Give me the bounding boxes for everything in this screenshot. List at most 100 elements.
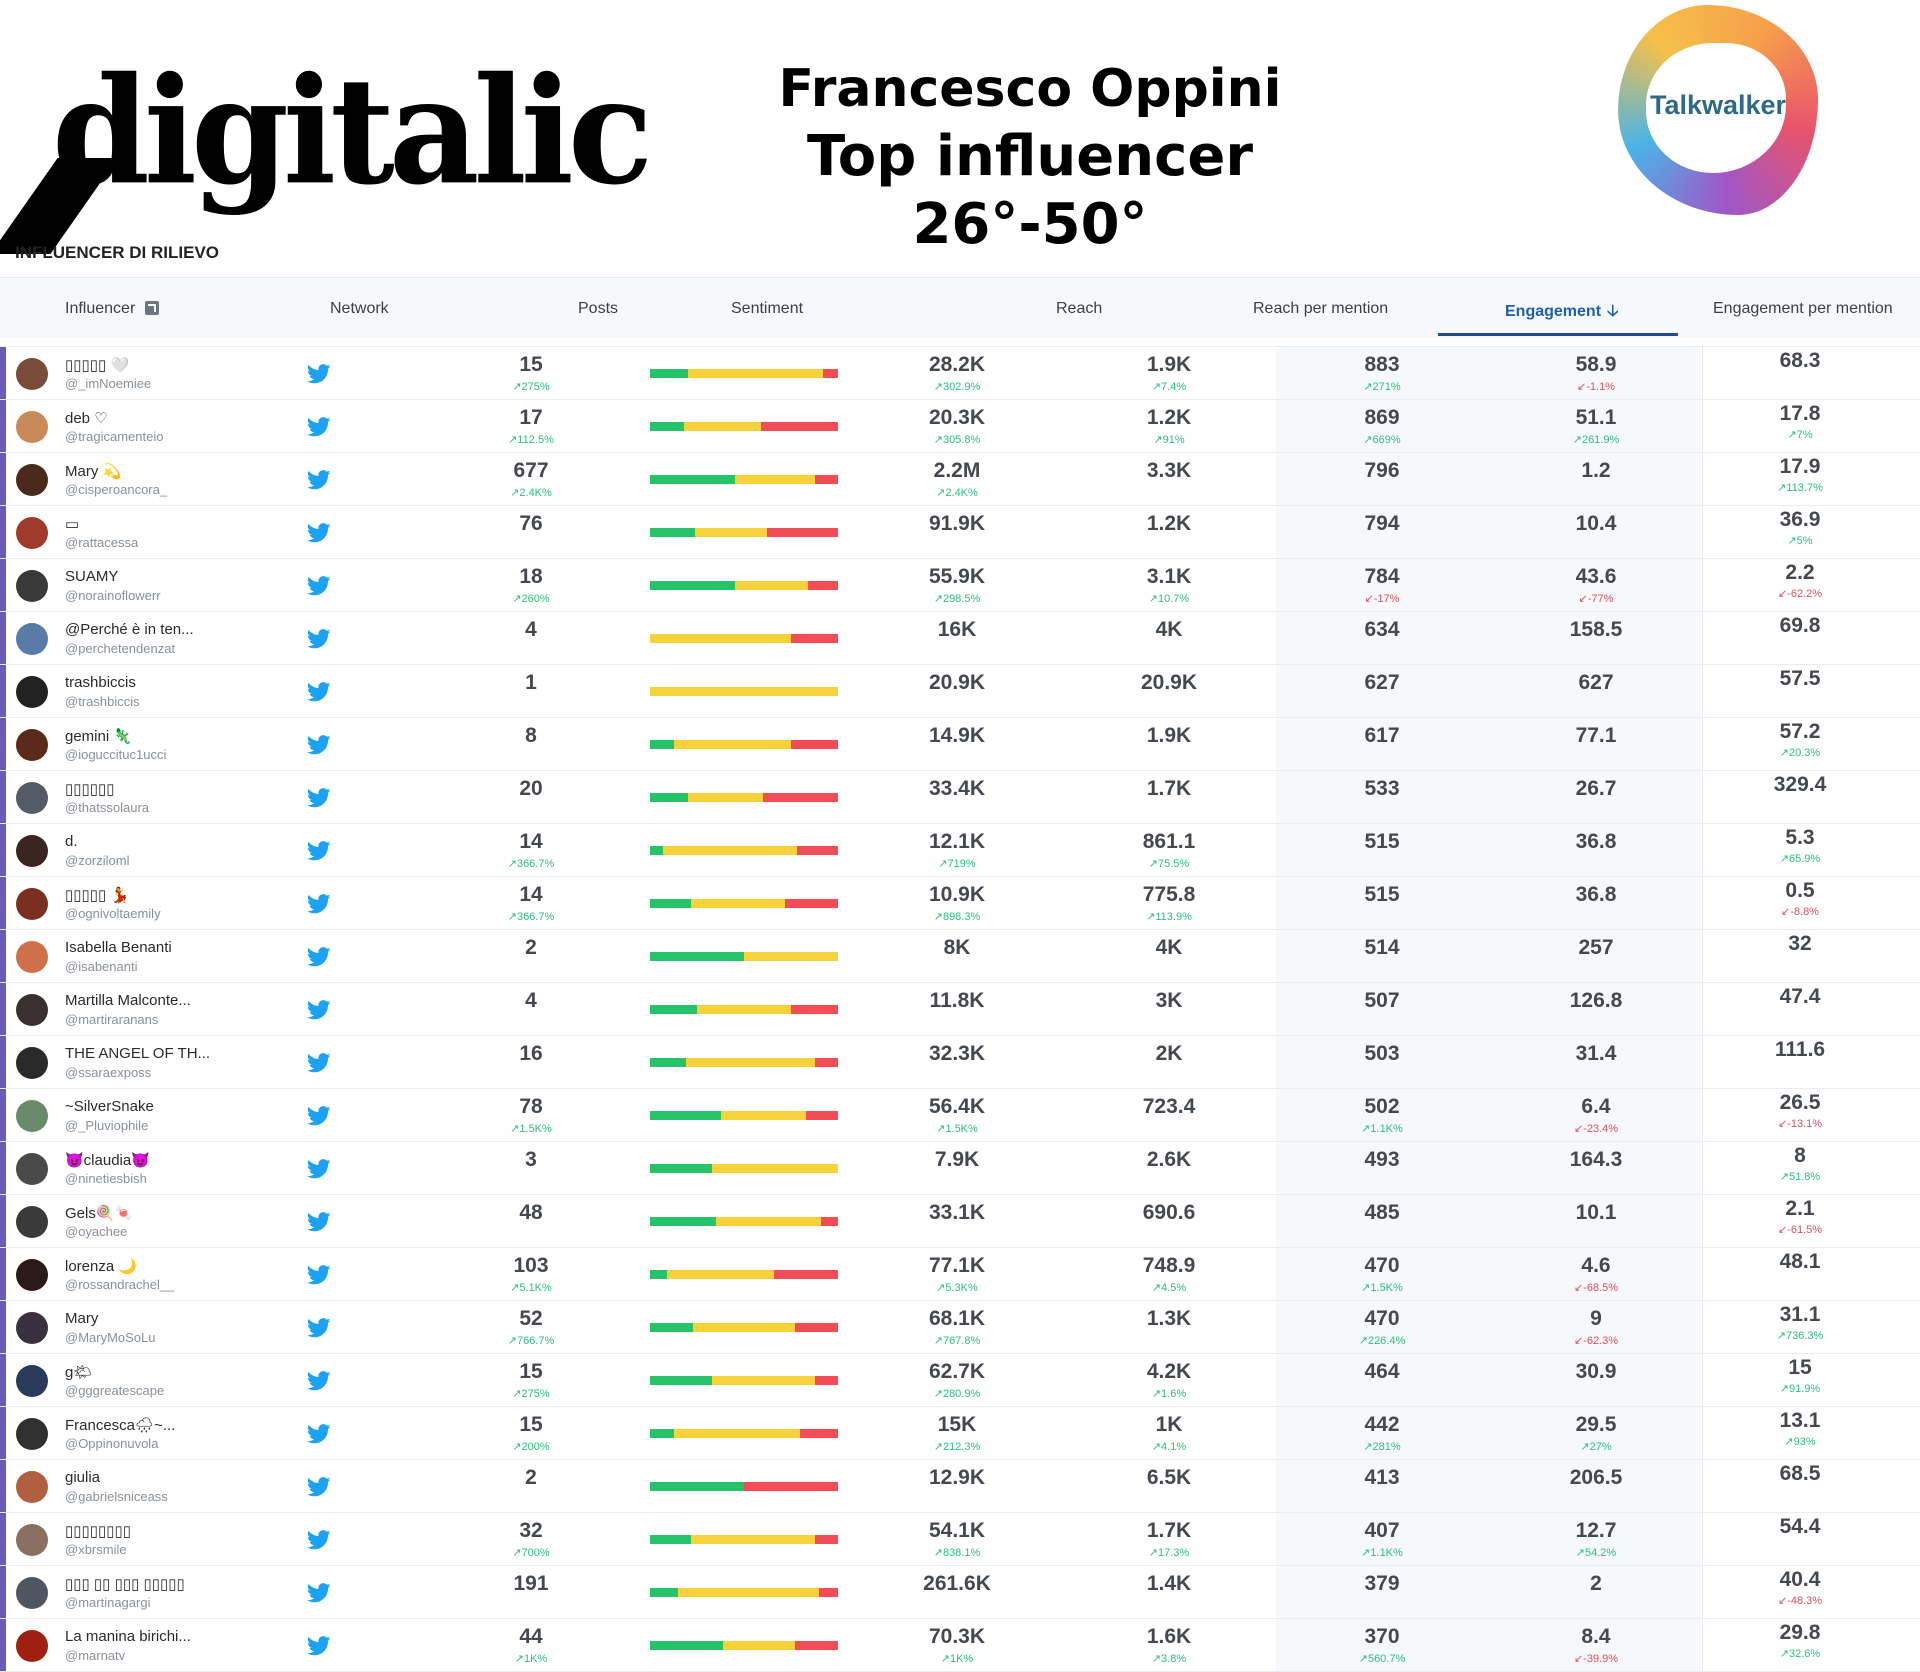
avatar[interactable]: [16, 464, 48, 496]
twitter-icon[interactable]: [306, 1000, 332, 1020]
influencer-handle[interactable]: @trashbiccis: [65, 694, 140, 709]
influencer-name[interactable]: SUAMY: [65, 568, 119, 585]
avatar[interactable]: [16, 1259, 48, 1291]
influencer-name[interactable]: deb ♡: [65, 410, 108, 427]
influencer-name[interactable]: Martilla Malconte...: [65, 992, 191, 1009]
twitter-icon[interactable]: [306, 788, 332, 808]
influencer-name[interactable]: 😈claudia😈: [65, 1152, 150, 1169]
influencer-name[interactable]: Gels🍭🍬: [65, 1205, 134, 1222]
column-header-reach-per-mention[interactable]: Reach per mention: [1253, 300, 1389, 317]
influencer-name[interactable]: La manina birichi...: [65, 1628, 191, 1645]
avatar[interactable]: [16, 570, 48, 602]
twitter-icon[interactable]: [306, 1530, 332, 1550]
avatar[interactable]: [16, 729, 48, 761]
twitter-icon[interactable]: [306, 523, 332, 543]
influencer-handle[interactable]: @gabrielsniceass: [65, 1489, 168, 1504]
twitter-icon[interactable]: [306, 1106, 332, 1126]
twitter-icon[interactable]: [306, 841, 332, 861]
table-row[interactable]: ~SilverSnake @_Pluviophile 78 ↗1.5K% 56.4K ↗1…: [0, 1089, 1920, 1142]
column-header-engagement[interactable]: Engagement 🡣: [1505, 300, 1619, 327]
column-header-sentiment[interactable]: Sentiment: [731, 300, 804, 317]
influencer-handle[interactable]: @norainoflowerr: [65, 588, 161, 603]
influencer-name[interactable]: Mary 💫: [65, 463, 122, 480]
twitter-icon[interactable]: [306, 576, 332, 596]
avatar[interactable]: [16, 1630, 48, 1662]
table-row[interactable]: ▯▯▯▯▯▯▯▯ @xbrsmile 32 ↗700% 54.1K ↗838.1% 1.7K…: [0, 1513, 1920, 1566]
table-row[interactable]: g🌤 @gggreatescape 15 ↗275% 62.7K ↗280.9% 4.2K ↗…: [0, 1354, 1920, 1407]
column-header-reach[interactable]: Reach: [1056, 300, 1103, 317]
twitter-icon[interactable]: [306, 1318, 332, 1338]
table-row[interactable]: ▯▯▯ ▯▯ ▯▯▯ ▯▯▯▯▯ @martinagargi 191 261.6K 1.…: [0, 1566, 1920, 1619]
table-row[interactable]: 😈claudia😈 @ninetiesbish 3 7.9K 2.6K 493 164.3 8…: [0, 1142, 1920, 1195]
table-row[interactable]: gemini 🦎 @ioguccituc1ucci 8 14.9K 1.9K 617 77.…: [0, 718, 1920, 771]
table-row[interactable]: ▯▯▯▯▯ 💃 @ognivoltaemily 14 ↗366.7% 10.9K ↗898…: [0, 877, 1920, 930]
avatar[interactable]: [16, 1524, 48, 1556]
avatar[interactable]: [16, 676, 48, 708]
avatar[interactable]: [16, 835, 48, 867]
table-row[interactable]: ▯▯▯▯▯ 🤍 @_imNoemiee 15 ↗275% 28.2K ↗302.9% 1.9…: [0, 347, 1920, 400]
influencer-name[interactable]: ▯▯▯ ▯▯ ▯▯▯ ▯▯▯▯▯: [65, 1576, 185, 1593]
column-header-influencer[interactable]: Influencer: [65, 300, 160, 318]
twitter-icon[interactable]: [306, 947, 332, 967]
influencer-name[interactable]: THE ANGEL OF TH...: [65, 1045, 211, 1062]
twitter-icon[interactable]: [306, 629, 332, 649]
influencer-handle[interactable]: @thatssolaura: [65, 800, 150, 815]
avatar[interactable]: [16, 1153, 48, 1185]
table-row[interactable]: Francesca🌧~... @Oppinonuvola 15 ↗200% 15K ↗21…: [0, 1407, 1920, 1460]
influencer-name[interactable]: Mary: [65, 1310, 99, 1327]
influencer-name[interactable]: @Perché è in ten...: [65, 621, 194, 638]
avatar[interactable]: [16, 411, 48, 443]
influencer-handle[interactable]: @ioguccituc1ucci: [65, 747, 167, 762]
influencer-handle[interactable]: @Oppinonuvola: [65, 1436, 159, 1451]
avatar[interactable]: [16, 1577, 48, 1609]
influencer-handle[interactable]: @isabenanti: [65, 959, 138, 974]
twitter-icon[interactable]: [306, 1583, 332, 1603]
twitter-icon[interactable]: [306, 1371, 332, 1391]
table-row[interactable]: Mary 💫 @cisperoancora_ 677 ↗2.4K% 2.2M ↗2.4K%…: [0, 453, 1920, 506]
twitter-icon[interactable]: [306, 1636, 332, 1656]
column-header-posts[interactable]: Posts: [578, 300, 619, 317]
influencer-handle[interactable]: @martinagargi: [65, 1595, 151, 1610]
column-header-network[interactable]: Network: [330, 300, 389, 317]
influencer-handle[interactable]: @rossandrachel__: [65, 1277, 175, 1292]
influencer-handle[interactable]: @zorziloml: [65, 853, 130, 868]
avatar[interactable]: [16, 782, 48, 814]
avatar[interactable]: [16, 1206, 48, 1238]
table-row[interactable]: trashbiccis @trashbiccis 1 20.9K 20.9K 627 627…: [0, 665, 1920, 718]
table-row[interactable]: THE ANGEL OF TH... @ssaraexposs 16 32.3K 2K 5…: [0, 1036, 1920, 1089]
influencer-name[interactable]: trashbiccis: [65, 674, 136, 691]
table-row[interactable]: Isabella Benanti @isabenanti 2 8K 4K 514 257 32: [0, 930, 1920, 983]
influencer-handle[interactable]: @ninetiesbish: [65, 1171, 147, 1186]
twitter-icon[interactable]: [306, 1053, 332, 1073]
twitter-icon[interactable]: [306, 894, 332, 914]
table-row[interactable]: SUAMY @norainoflowerr 18 ↗260% 55.9K ↗298.5% 3…: [0, 559, 1920, 612]
influencer-name[interactable]: ▯▯▯▯▯▯: [65, 781, 115, 798]
avatar[interactable]: [16, 358, 48, 390]
twitter-icon[interactable]: [306, 1424, 332, 1444]
avatar[interactable]: [16, 623, 48, 655]
table-row[interactable]: d. @zorziloml 14 ↗366.7% 12.1K ↗719% 861.1 ↗75.…: [0, 824, 1920, 877]
influencer-handle[interactable]: @tragicamenteio: [65, 429, 164, 444]
table-row[interactable]: ▭ @rattacessa 76 91.9K 1.2K 794 10.4 36.9 ↗5%: [0, 506, 1920, 559]
table-row[interactable]: La manina birichi... @marnatv 44 ↗1K% 70.3K ↗…: [0, 1619, 1920, 1672]
influencer-name[interactable]: d.: [65, 833, 78, 850]
influencer-name[interactable]: Isabella Benanti: [65, 939, 172, 956]
table-row[interactable]: ▯▯▯▯▯▯ @thatssolaura 20 33.4K 1.7K 533 26.7 329…: [0, 771, 1920, 824]
influencer-name[interactable]: ~SilverSnake: [65, 1098, 154, 1115]
avatar[interactable]: [16, 994, 48, 1026]
table-row[interactable]: giulia @gabrielsniceass 2 12.9K 6.5K 413 206.5…: [0, 1460, 1920, 1513]
influencer-handle[interactable]: @_Pluviophile: [65, 1118, 149, 1133]
twitter-icon[interactable]: [306, 470, 332, 490]
table-row[interactable]: Mary @MaryMoSoLu 52 ↗766.7% 68.1K ↗767.8% 1.3K…: [0, 1301, 1920, 1354]
influencer-name[interactable]: ▭: [65, 516, 80, 533]
influencer-name[interactable]: ▯▯▯▯▯▯▯▯: [65, 1523, 132, 1540]
influencer-handle[interactable]: @ognivoltaemily: [65, 906, 161, 921]
twitter-icon[interactable]: [306, 1477, 332, 1497]
influencer-name[interactable]: ▯▯▯▯▯ 🤍: [65, 357, 130, 374]
influencer-handle[interactable]: @rattacessa: [65, 535, 139, 550]
avatar[interactable]: [16, 941, 48, 973]
expand-icon[interactable]: [145, 301, 160, 315]
twitter-icon[interactable]: [306, 364, 332, 384]
avatar[interactable]: [16, 1047, 48, 1079]
column-header-engagement-per-mention[interactable]: Engagement per mention: [1713, 300, 1893, 317]
